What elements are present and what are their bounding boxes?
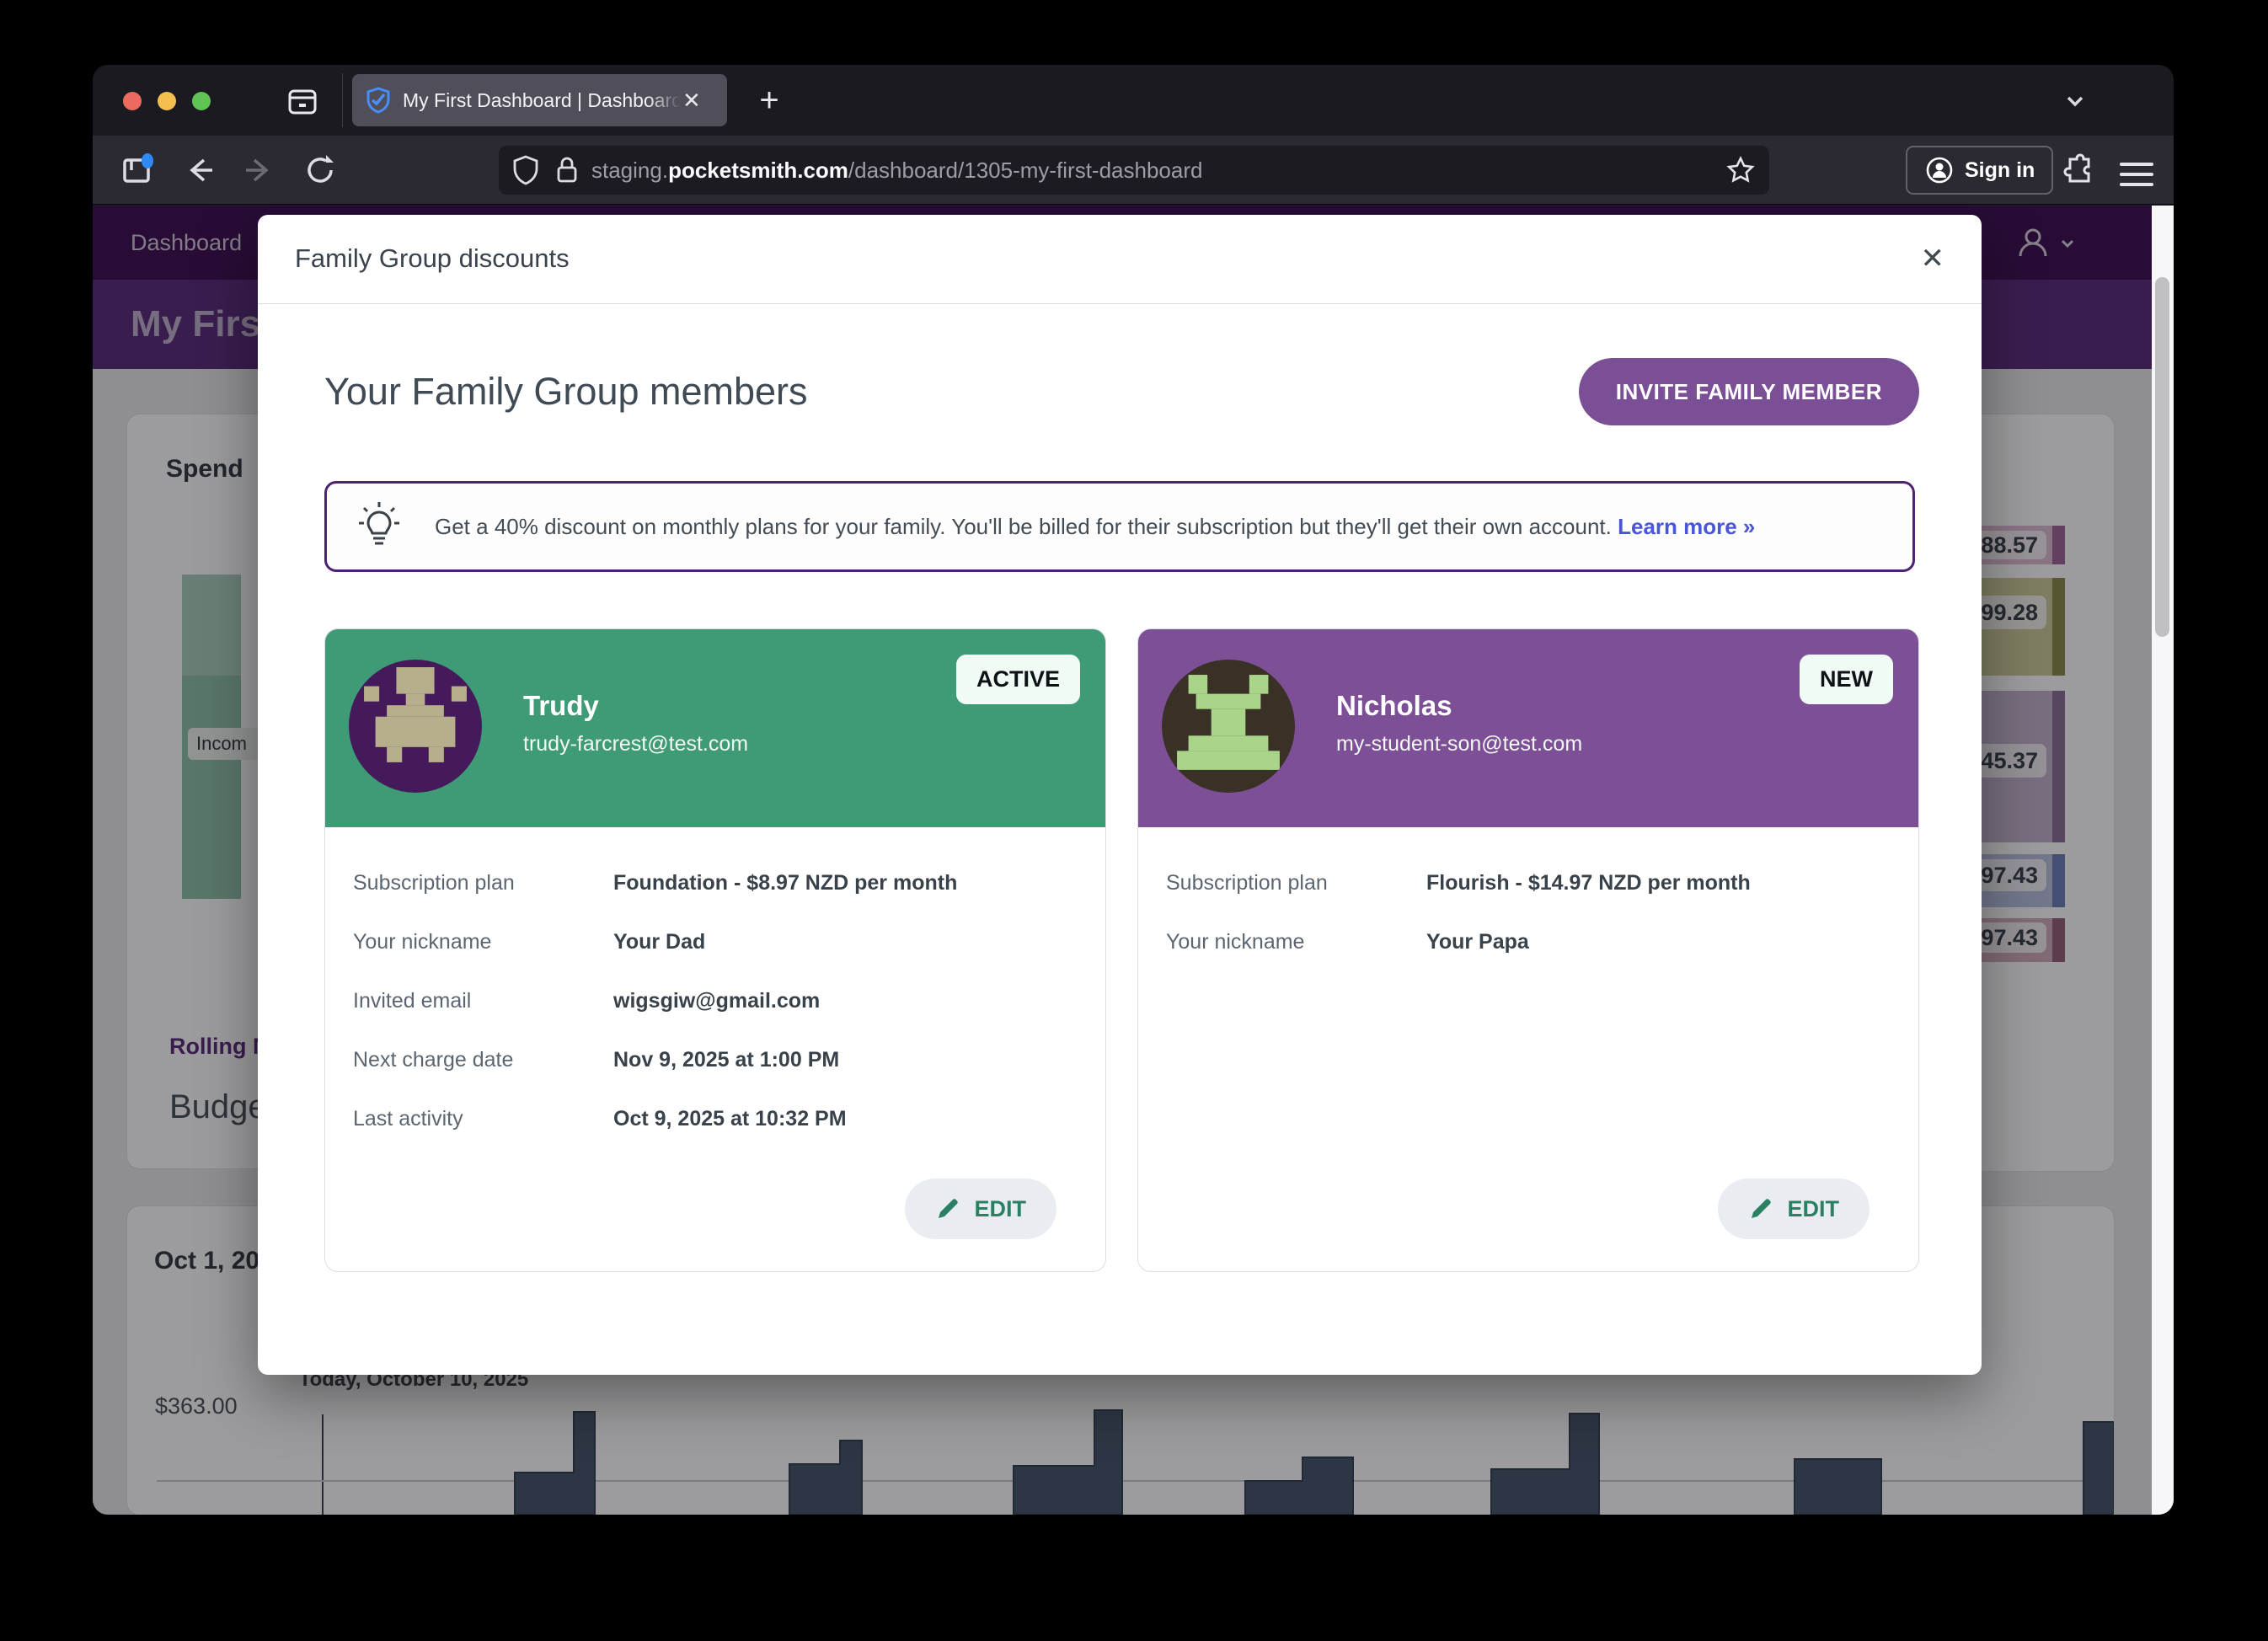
modal-header: Family Group discounts ✕ — [258, 215, 1982, 304]
url-bar[interactable]: staging.pocketsmith.com/dashboard/1305-m… — [499, 146, 1769, 195]
discount-banner: Get a 40% discount on monthly plans for … — [324, 481, 1915, 572]
close-window-button[interactable] — [123, 92, 142, 110]
chevron-down-icon — [2061, 239, 2074, 249]
discount-banner-text: Get a 40% discount on monthly plans for … — [435, 513, 1756, 539]
members-heading: Your Family Group members — [324, 370, 808, 413]
rolling-link[interactable]: Rolling M — [169, 1034, 272, 1059]
sign-in-label: Sign in — [1965, 158, 2035, 182]
detail-row: Next charge date Nov 9, 2025 at 1:00 PM — [353, 1048, 840, 1072]
account-menu[interactable] — [2014, 224, 2076, 263]
navigation-toolbar: staging.pocketsmith.com/dashboard/1305-m… — [93, 136, 2174, 205]
member-email: trudy-farcrest@test.com — [523, 732, 749, 756]
spending-card-title: Spend — [166, 455, 243, 483]
status-badge: ACTIVE — [955, 655, 1080, 704]
browser-window: My First Dashboard | Dashboard ✕ + — [93, 65, 2174, 1515]
budget-heading: Budge — [169, 1088, 267, 1125]
detail-row: Subscription plan Foundation - $8.97 NZD… — [353, 871, 958, 895]
tab-close-icon[interactable]: ✕ — [682, 87, 701, 113]
page-scrollbar-track[interactable] — [2152, 206, 2174, 1515]
tab-strip: My First Dashboard | Dashboard ✕ + — [93, 65, 2174, 136]
bookmark-star-icon[interactable] — [1725, 155, 1756, 185]
spending-steps-chart — [514, 1409, 2114, 1515]
bar-cap — [2052, 854, 2065, 907]
sidebar-toggle-icon[interactable] — [118, 152, 155, 189]
minimize-window-button[interactable] — [158, 92, 176, 110]
nav-item-dashboard[interactable]: Dashboard — [131, 230, 243, 255]
tab-title: My First Dashboard | Dashboard — [403, 88, 681, 111]
forward-button[interactable] — [241, 152, 278, 189]
today-marker-line — [322, 1414, 324, 1515]
url-text: staging.pocketsmith.com/dashboard/1305-m… — [591, 157, 1203, 183]
account-icon — [1924, 155, 1955, 185]
tab-favicon-shield-icon — [366, 87, 391, 114]
avatar — [349, 660, 482, 793]
detail-row: Your nickname Your Dad — [353, 930, 706, 954]
member-card-nicholas: Nicholas my-student-son@test.com NEW Sub… — [1137, 628, 1919, 1272]
bar-cap — [2052, 918, 2065, 962]
axis-amount-label: $363.00 — [155, 1393, 238, 1419]
member-card-header: Trudy trudy-farcrest@test.com ACTIVE — [325, 629, 1105, 827]
detail-row: Last activity Oct 9, 2025 at 10:32 PM — [353, 1107, 847, 1131]
member-name: Trudy — [523, 690, 599, 721]
lightbulb-icon — [356, 500, 403, 553]
sign-in-button[interactable]: Sign in — [1906, 146, 2054, 195]
modal-title: Family Group discounts — [295, 243, 570, 273]
modal-close-icon[interactable]: ✕ — [1920, 243, 1945, 275]
chart-date-heading: Oct 1, 20 — [154, 1247, 260, 1275]
income-label: Incom — [188, 728, 269, 760]
pencil-icon — [1748, 1196, 1773, 1221]
reload-button[interactable] — [302, 152, 339, 189]
maximize-window-button[interactable] — [192, 92, 211, 110]
menu-hamburger-icon[interactable] — [2120, 156, 2153, 193]
member-card-header: Nicholas my-student-son@test.com NEW — [1138, 629, 1918, 827]
page-viewport: Dashboard ? — [93, 206, 2174, 1515]
detail-row: Subscription plan Flourish - $14.97 NZD … — [1166, 871, 1751, 895]
edit-member-button[interactable]: EDIT — [905, 1179, 1056, 1239]
page-title: My First — [131, 303, 273, 345]
bar-cap — [2052, 526, 2065, 564]
extensions-puzzle-icon[interactable] — [2057, 152, 2094, 189]
back-button[interactable] — [180, 152, 217, 189]
member-email: my-student-son@test.com — [1336, 732, 1583, 756]
edit-member-button[interactable]: EDIT — [1718, 1179, 1869, 1239]
new-tab-button[interactable]: + — [759, 81, 779, 119]
invite-family-member-button[interactable]: INVITE FAMILY MEMBER — [1578, 358, 1919, 425]
shield-icon[interactable] — [512, 155, 539, 185]
member-card-trudy: Trudy trudy-farcrest@test.com ACTIVE Sub… — [324, 628, 1106, 1272]
detail-row: Invited email wigsgiw@gmail.com — [353, 989, 821, 1013]
income-bar-highlight — [182, 575, 241, 676]
browser-tab[interactable]: My First Dashboard | Dashboard ✕ — [352, 74, 727, 126]
member-name: Nicholas — [1336, 690, 1452, 721]
window-controls — [123, 92, 211, 110]
status-badge: NEW — [1800, 655, 1893, 704]
firefox-view-icon[interactable] — [285, 83, 320, 119]
family-group-modal: Family Group discounts ✕ Your Family Gro… — [258, 215, 1982, 1375]
learn-more-link[interactable]: Learn more » — [1618, 513, 1756, 539]
detail-row: Your nickname Your Papa — [1166, 930, 1529, 954]
pencil-icon — [935, 1196, 960, 1221]
lock-icon[interactable] — [554, 155, 580, 185]
notification-dot — [142, 152, 153, 168]
bar-cap — [2052, 578, 2065, 676]
avatar — [1162, 660, 1295, 793]
page-scrollbar-thumb[interactable] — [2155, 277, 2169, 637]
tab-list-chevron-icon[interactable] — [2061, 87, 2089, 115]
bar-cap — [2052, 691, 2065, 842]
tab-separator — [342, 73, 343, 127]
